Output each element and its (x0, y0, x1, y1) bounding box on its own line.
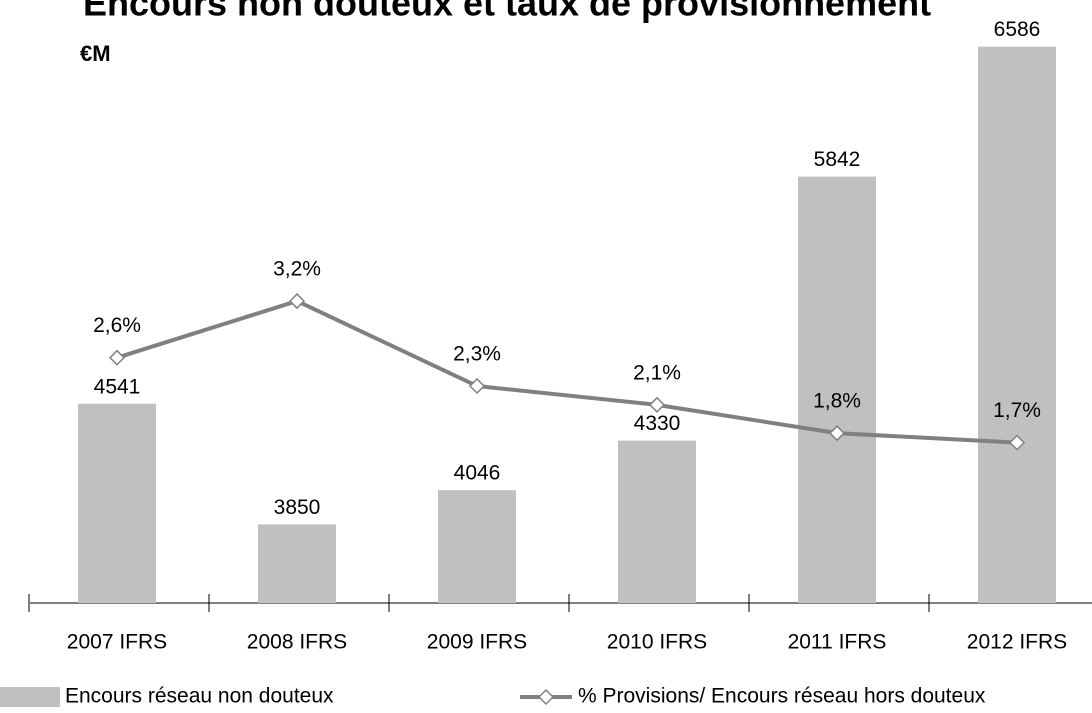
line-marker (288, 293, 306, 310)
line-marker (828, 425, 846, 442)
line-marker (468, 377, 486, 395)
legend-swatch (0, 687, 60, 707)
legend-label: Encours réseau non douteux (65, 685, 334, 708)
bar-value-label: 3850 (274, 496, 321, 519)
line-value-label: 1,8% (813, 390, 861, 413)
x-tick-label: 2008 IFRS (247, 631, 347, 654)
x-tick-label: 2012 IFRS (967, 631, 1067, 654)
bar-value-label: 6586 (994, 18, 1041, 41)
legend-marker (537, 688, 555, 706)
unit-label: €M (80, 41, 111, 66)
x-tick-label: 2010 IFRS (607, 631, 707, 654)
bar-value-label: 4046 (454, 462, 501, 485)
line-value-label: 2,3% (453, 343, 501, 366)
line-value-label: 2,6% (93, 314, 141, 337)
line-marker (648, 396, 666, 413)
bar (258, 524, 336, 603)
bar-value-label: 5842 (814, 148, 861, 171)
x-tick-label: 2011 IFRS (788, 631, 887, 654)
bar (618, 440, 696, 603)
line-marker (108, 349, 126, 366)
chart-title: Encours non douteux et taux de provision… (83, 0, 931, 24)
bar (78, 403, 156, 603)
line-value-label: 2,1% (633, 361, 681, 384)
bar (978, 46, 1056, 604)
legend-label: % Provisions/ Encours réseau hors douteu… (578, 685, 986, 708)
x-tick-label: 2007 IFRS (67, 631, 167, 654)
bar-value-label: 4330 (634, 412, 681, 435)
line-marker (1008, 434, 1026, 451)
bar (798, 176, 876, 603)
bar-value-label: 4541 (94, 375, 141, 398)
line-value-label: 3,2% (273, 258, 321, 281)
line (116, 298, 1018, 445)
x-tick-label: 2009 IFRS (427, 631, 527, 654)
bar (438, 490, 516, 603)
line-value-label: 1,7% (993, 399, 1041, 422)
